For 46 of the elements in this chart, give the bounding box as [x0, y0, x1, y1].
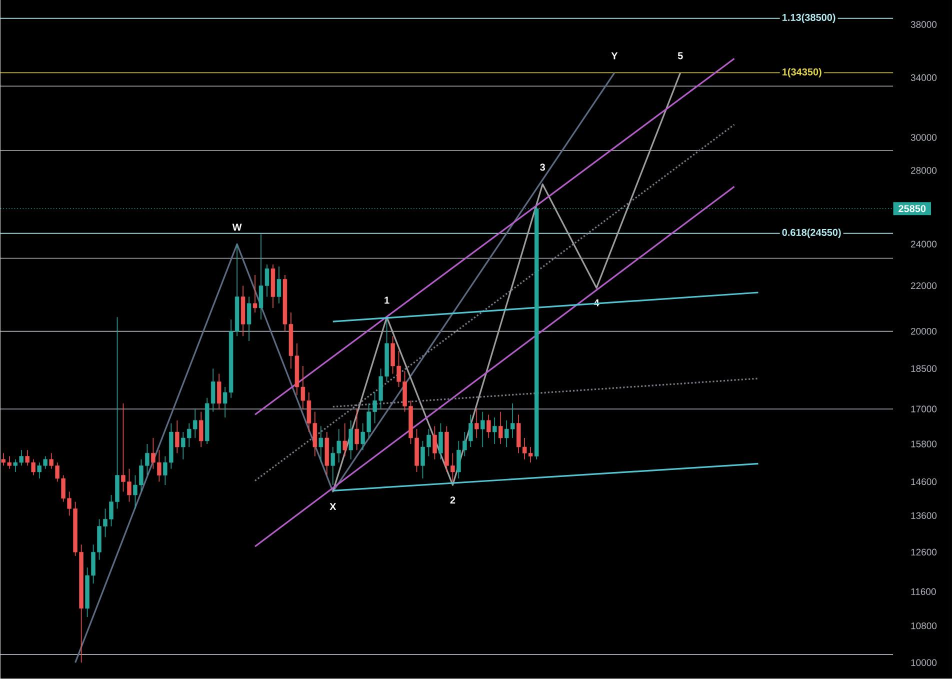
y-tick-label: 22000	[911, 282, 937, 290]
candlestick	[318, 426, 324, 464]
line-series	[74, 72, 616, 664]
candlestick	[498, 412, 503, 444]
y-tick-label: 10000	[911, 659, 937, 666]
y-tick-label: 30000	[910, 134, 937, 141]
ref-line-label: 1(34350)	[782, 68, 822, 78]
y-tick-label: 17000	[911, 406, 937, 412]
candlestick	[276, 266, 282, 304]
y-tick-label: 14600	[911, 478, 937, 486]
candlestick	[216, 374, 222, 410]
annotation: 1	[384, 296, 390, 304]
candlestick	[438, 423, 443, 460]
y-tick-label: 11600	[911, 588, 936, 596]
y-tick-label: 13600	[911, 512, 937, 520]
candlestick	[252, 274, 258, 314]
y-tick-label: 12600	[911, 548, 937, 556]
candlestick	[480, 412, 485, 448]
candlestick	[432, 426, 437, 460]
annotation: 3	[540, 164, 545, 171]
annotation: 5	[678, 52, 683, 60]
y-tick-label: 34000	[910, 74, 937, 82]
data-label: Y	[611, 52, 618, 60]
annotation: 2	[450, 496, 456, 504]
candlestick	[175, 420, 180, 454]
y-tick-label: 10800	[911, 622, 937, 630]
data-label: X	[330, 503, 336, 510]
y-tick-label: 38000	[910, 21, 937, 28]
y-tick-label: 18500	[911, 365, 937, 372]
candlestick	[246, 296, 252, 342]
candlestick	[474, 408, 479, 438]
candlestick	[354, 408, 359, 451]
y-tick-label: 24000	[911, 240, 937, 248]
y-tick-label: 20000	[911, 328, 937, 335]
candlestick	[198, 412, 204, 448]
ref-line-label: 1.13(38500)	[782, 14, 836, 24]
candlestick	[348, 420, 353, 460]
candlestick	[492, 417, 497, 444]
y-tick-label: 15800	[911, 440, 937, 448]
candlestick	[342, 423, 348, 457]
candlestick	[486, 414, 491, 438]
y-tick-label: 28000	[911, 167, 937, 174]
ref-line-label: 0.618(24550)	[782, 228, 841, 238]
line-series	[332, 72, 682, 493]
ref-line-label: 25850	[898, 205, 926, 212]
data-label: W	[232, 224, 242, 231]
